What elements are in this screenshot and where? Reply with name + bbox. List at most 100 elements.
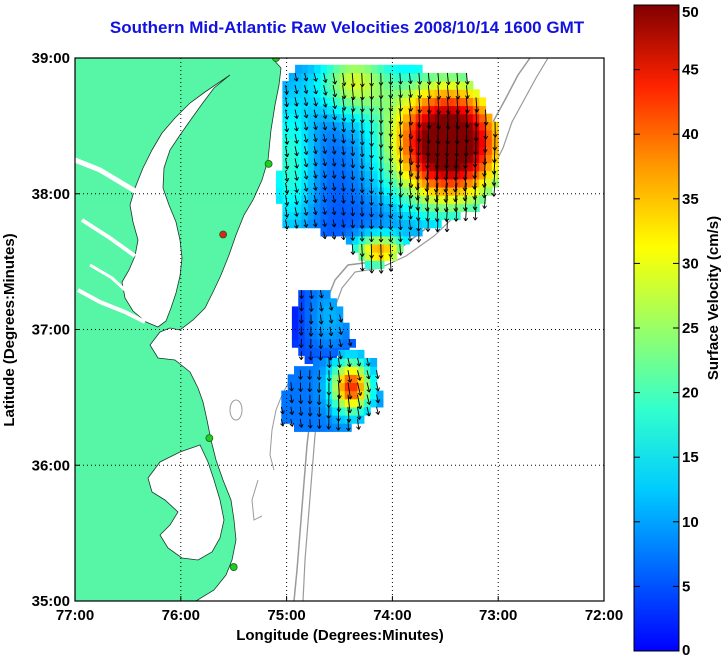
velocity-cell <box>314 211 322 221</box>
velocity-cell <box>441 105 449 115</box>
velocity-cell <box>415 186 423 196</box>
velocity-arrowhead <box>341 224 346 228</box>
velocity-arrowhead <box>298 356 304 361</box>
velocity-cell <box>307 113 315 123</box>
velocity-arrowhead <box>341 151 346 156</box>
radar-station-marker <box>264 159 273 168</box>
velocity-cell <box>428 211 436 221</box>
velocity-cell <box>307 178 315 188</box>
velocity-cell <box>304 306 312 316</box>
velocity-arrowhead <box>332 80 338 85</box>
velocity-cell <box>320 97 328 107</box>
velocity-arrow <box>357 357 360 367</box>
velocity-arrowhead <box>359 237 365 242</box>
velocity-cell <box>370 398 378 408</box>
velocity-cell <box>402 81 410 90</box>
velocity-arrow <box>418 109 421 128</box>
velocity-arrowhead <box>341 211 346 216</box>
velocity-cell <box>339 113 347 123</box>
velocity-arrowhead <box>328 356 333 361</box>
velocity-arrowhead <box>322 150 328 155</box>
velocity-cell <box>319 358 327 367</box>
velocity-arrowhead <box>378 214 384 218</box>
velocity-arrowhead <box>443 176 449 181</box>
velocity-arrow <box>351 219 354 229</box>
velocity-arrow <box>483 158 486 177</box>
velocity-cell <box>345 72 353 82</box>
velocity-cell <box>371 129 379 139</box>
velocity-arrowhead <box>307 388 313 393</box>
velocity-arrowhead <box>433 188 439 193</box>
velocity-cell <box>371 186 379 196</box>
velocity-cell <box>351 358 359 367</box>
velocity-arrow <box>351 72 354 87</box>
velocity-arrowhead <box>294 176 299 181</box>
velocity-cell <box>422 203 429 212</box>
velocity-cell <box>301 162 309 172</box>
velocity-cell <box>402 170 410 180</box>
velocity-arrow <box>342 219 345 228</box>
velocity-arrowhead <box>369 269 375 274</box>
velocity-cell <box>333 162 341 172</box>
velocity-arrowhead <box>303 77 309 82</box>
velocity-arrow <box>309 419 311 429</box>
velocity-cell <box>326 64 334 74</box>
velocity-arrowhead <box>289 399 295 404</box>
velocity-cell <box>371 121 379 131</box>
velocity-cell <box>300 423 308 432</box>
velocity-cell <box>472 186 480 196</box>
velocity-arrow <box>323 72 327 83</box>
velocity-arrow <box>285 195 288 206</box>
velocity-arrowhead <box>289 411 295 415</box>
velocity-arrowhead <box>472 206 478 211</box>
velocity-arrow <box>323 158 326 166</box>
velocity-arrowhead <box>369 178 374 183</box>
velocity-cell <box>352 154 360 164</box>
velocity-cell <box>310 339 318 348</box>
velocity-arrow <box>389 182 392 197</box>
velocity-arrowhead <box>444 153 450 157</box>
velocity-arrow <box>418 97 421 113</box>
velocity-cell <box>319 398 327 408</box>
velocity-arrow <box>294 133 298 144</box>
x-tick-label: 72:00 <box>585 607 623 624</box>
velocity-arrow <box>389 207 392 219</box>
velocity-cell <box>352 138 360 147</box>
velocity-arrow <box>408 109 412 126</box>
velocity-cell <box>295 81 303 90</box>
velocity-cell <box>447 89 455 98</box>
velocity-cell <box>383 186 391 196</box>
velocity-arrowhead <box>331 138 337 143</box>
velocity-arrowhead <box>446 95 451 100</box>
velocity-cell <box>447 170 455 180</box>
velocity-arrowhead <box>341 128 347 133</box>
velocity-arrowhead <box>284 165 290 170</box>
velocity-arrowhead <box>316 413 322 418</box>
velocity-arrow <box>329 302 333 311</box>
velocity-cell <box>428 195 436 204</box>
velocity-arrow <box>351 109 354 123</box>
velocity-cell <box>383 105 391 115</box>
velocity-arrow <box>466 72 468 85</box>
velocity-cell <box>301 121 309 131</box>
velocity-cell <box>332 366 340 375</box>
velocity-cell <box>313 366 320 375</box>
velocity-cell <box>485 186 493 196</box>
colorbar-tick-label: 10 <box>682 514 699 531</box>
velocity-cell <box>390 105 398 115</box>
velocity-cell <box>422 211 429 221</box>
velocity-arrow <box>351 170 354 180</box>
velocity-cell <box>383 121 391 131</box>
velocity-arrow <box>399 109 402 125</box>
velocity-cell <box>390 195 398 204</box>
velocity-arrow <box>464 158 467 181</box>
velocity-cell <box>314 219 322 229</box>
velocity-cell <box>428 146 436 155</box>
velocity-arrowhead <box>313 174 318 179</box>
velocity-arrow <box>299 419 302 428</box>
velocity-arrow <box>376 406 379 415</box>
velocity-arrowhead <box>338 331 343 335</box>
velocity-arrow <box>342 97 345 111</box>
velocity-arrowhead <box>436 81 442 86</box>
velocity-cell <box>351 398 359 408</box>
